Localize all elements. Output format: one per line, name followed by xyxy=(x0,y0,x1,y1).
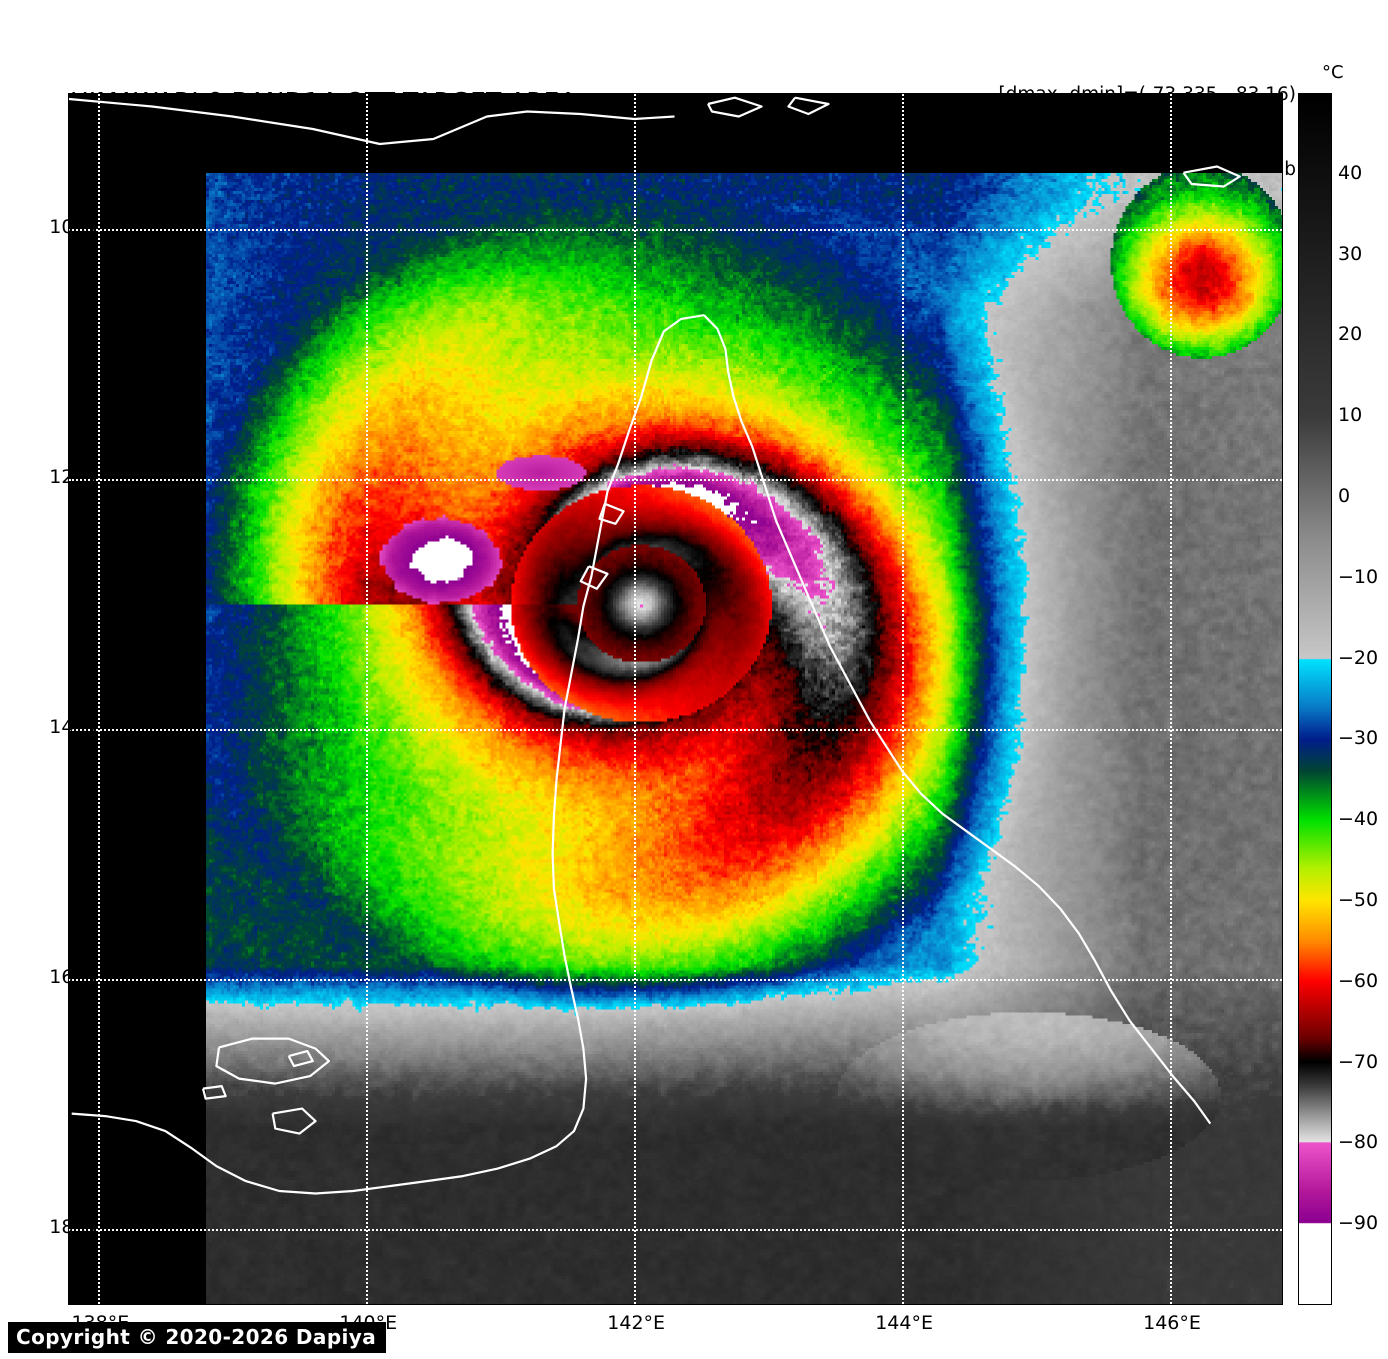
colorbar-tick-40: 40 xyxy=(1338,161,1363,184)
ir-brightness-temperature-canvas xyxy=(206,173,1282,1304)
colorbar-tick-minus40: −40 xyxy=(1338,808,1379,831)
colorbar-tick-20: 20 xyxy=(1338,323,1363,346)
colorbar-tick-minus70: −70 xyxy=(1338,1050,1379,1073)
lat-tick-12: 12°S xyxy=(49,465,95,488)
lon-tick-142: 142°E xyxy=(607,1312,666,1334)
lat-tick-10: 10°S xyxy=(49,215,95,238)
colorbar-tick-0: 0 xyxy=(1338,485,1351,507)
coastline-path-0 xyxy=(69,97,675,146)
colorbar-tick-minus50: −50 xyxy=(1338,889,1379,911)
colorbar-tick-minus20: −20 xyxy=(1338,646,1379,669)
colorbar-tick-minus80: −80 xyxy=(1338,1131,1379,1154)
satellite-image-plot xyxy=(68,93,1283,1305)
lon-tick-146: 146°E xyxy=(1143,1312,1201,1334)
colorbar-tick-minus30: −30 xyxy=(1338,727,1379,750)
colorbar-tick-minus10: −10 xyxy=(1338,565,1379,588)
colorbar-unit-label: °C xyxy=(1322,62,1344,83)
coastline-path-2 xyxy=(787,96,830,116)
lon-tick-144: 144°E xyxy=(875,1312,933,1334)
colorbar-gradient-canvas xyxy=(1299,94,1331,1304)
colorbar-tick-10: 10 xyxy=(1338,404,1363,427)
temperature-colorbar xyxy=(1298,93,1332,1305)
lat-tick-18: 18°S xyxy=(49,1215,95,1238)
gridline-lon-138 xyxy=(98,94,101,1304)
colorbar-tick-labels: 40 30 20 10 0 −10 −20 −30 −40 −50 −60 −70 −80 −90 xyxy=(1338,93,1388,1305)
colorbar-tick-30: 30 xyxy=(1338,242,1363,265)
colorbar-tick-minus90: −90 xyxy=(1338,1212,1379,1235)
lat-tick-16: 16°S xyxy=(49,965,95,988)
satellite-data-raster xyxy=(206,173,1282,1304)
colorbar-tick-minus60: −60 xyxy=(1338,969,1379,992)
lat-tick-14: 14°S xyxy=(49,715,95,738)
coastline-path-1 xyxy=(707,96,763,118)
copyright-notice: Copyright © 2020-2026 Dapiya xyxy=(8,1322,387,1353)
